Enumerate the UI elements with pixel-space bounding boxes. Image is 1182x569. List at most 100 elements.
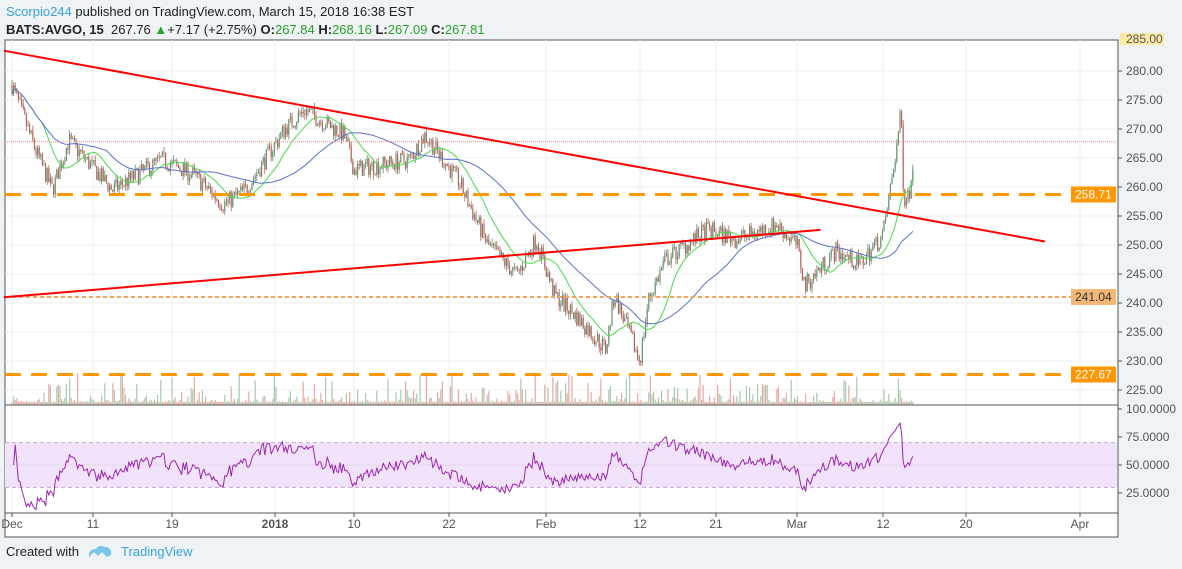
volume-bar [321, 400, 323, 405]
candle-body [601, 339, 603, 351]
trendline [3, 49, 1046, 243]
volume-bar [808, 401, 810, 405]
volume-bar [323, 402, 325, 405]
candle-body [149, 164, 151, 176]
volume-bar [93, 400, 95, 405]
candle-body [54, 177, 56, 195]
volume-bar [571, 376, 573, 405]
volume-bar [782, 397, 784, 405]
candle-body [549, 272, 551, 281]
volume-bar [59, 386, 61, 405]
volume-bar [360, 402, 362, 405]
volume-bar [262, 396, 264, 405]
volume-bar [589, 401, 591, 405]
volume-bar [651, 394, 653, 405]
candle-body [257, 171, 259, 174]
volume-bar [33, 401, 35, 405]
volume-bar [238, 375, 240, 405]
rsi-tick-label: 100.0000 [1126, 402, 1176, 416]
volume-bar [233, 398, 235, 405]
volume-bar [840, 398, 842, 405]
candle-body [461, 178, 463, 187]
volume-bar [361, 400, 363, 405]
volume-bar [776, 388, 778, 405]
volume-bar [576, 401, 578, 405]
candle-body [48, 168, 50, 183]
candle-body [326, 116, 328, 128]
volume-bar [822, 400, 824, 405]
candle-body [787, 237, 789, 239]
candle-body [190, 174, 192, 178]
price-tick-label: 285.00 [1126, 32, 1163, 46]
candle-body [630, 325, 632, 333]
volume-bar [488, 391, 490, 405]
candle-body [849, 251, 851, 260]
candle-body [334, 125, 336, 136]
volume-bar [443, 401, 445, 405]
volume-bar [240, 401, 242, 405]
candle-body [125, 178, 127, 186]
candle-body [253, 178, 255, 184]
candle-body [425, 132, 427, 142]
volume-bar [405, 381, 407, 405]
volume-bar [165, 401, 167, 405]
volume-bar [382, 401, 384, 405]
level-price-box [1071, 366, 1116, 383]
candle-body [749, 226, 751, 236]
candle-body [485, 234, 487, 242]
volume-bar [809, 401, 811, 405]
candle-body [608, 326, 610, 345]
author-link[interactable]: Scorpio244 [6, 4, 72, 19]
volume-bar [214, 399, 216, 405]
candle-body [453, 165, 455, 168]
volume-bar [806, 402, 808, 405]
volume-bar [731, 401, 733, 405]
candle-body [640, 361, 642, 363]
volume-bar [432, 401, 434, 405]
volume-bar [224, 394, 226, 405]
candle-body [432, 139, 434, 155]
candle-body [688, 245, 690, 251]
volume-bar [616, 395, 618, 405]
volume-bar [80, 401, 82, 405]
volume-bar [285, 401, 287, 405]
volume-bar [317, 401, 319, 405]
candle-body [893, 169, 895, 178]
volume-bar [457, 389, 459, 405]
candle-body [646, 309, 648, 323]
volume-bar [451, 376, 453, 405]
candle-body [592, 338, 594, 341]
volume-bar [393, 402, 395, 405]
volume-bar [37, 400, 39, 405]
volume-bar [619, 398, 621, 405]
candle-body [817, 267, 819, 271]
candle-body [155, 157, 157, 161]
volume-bar [472, 400, 474, 405]
volume-bar [112, 383, 114, 405]
price-tick-label: 225.00 [1126, 383, 1163, 397]
candle-body [512, 267, 514, 272]
volume-bar [625, 378, 627, 405]
candle-body [475, 214, 477, 221]
candle-body [854, 265, 856, 269]
candle-body [529, 251, 531, 254]
volume-bar [593, 401, 595, 405]
volume-bar [779, 401, 781, 405]
volume-bar [253, 401, 255, 405]
candle-body [264, 157, 266, 170]
candle-body [286, 127, 288, 135]
volume-bar [41, 401, 43, 405]
candle-body [136, 168, 138, 170]
candle-body [16, 89, 18, 93]
candle-body [805, 276, 807, 292]
candle-body [837, 242, 839, 249]
volume-bar [795, 399, 797, 405]
volume-bar [155, 401, 157, 405]
tradingview-link[interactable]: TradingView [120, 543, 193, 559]
candle-body [101, 168, 103, 182]
candle-body [563, 295, 565, 312]
candle-body [464, 193, 466, 198]
candle-body [878, 247, 880, 251]
price-tick-label: 235.00 [1126, 325, 1163, 339]
